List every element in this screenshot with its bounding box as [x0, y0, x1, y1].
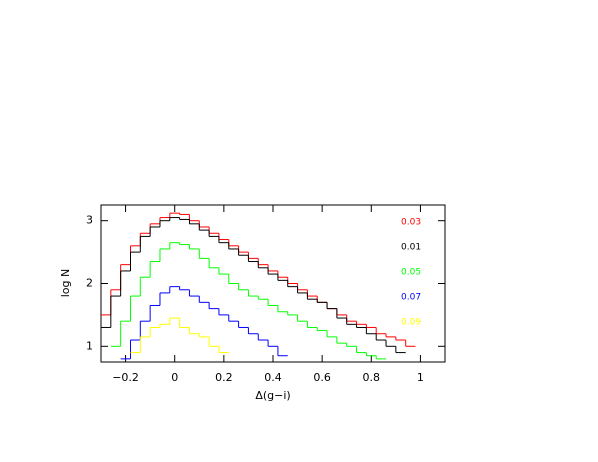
legend-label: 0.07	[401, 293, 421, 303]
y-tick-label: 1	[86, 339, 93, 352]
legend-label: 0.05	[401, 268, 421, 278]
x-tick-label: 0.8	[363, 371, 381, 384]
x-axis-label: Δ(g−i)	[255, 389, 290, 402]
x-tick-label: 0	[171, 371, 178, 384]
x-tick-label: 0.6	[313, 371, 331, 384]
legend-label: 0.03	[401, 218, 421, 228]
x-tick-label: −0.2	[112, 371, 139, 384]
plot-frame	[100, 204, 446, 363]
legend-label: 0.01	[401, 243, 421, 253]
x-tick-label: 0.2	[215, 371, 233, 384]
x-tick-label: 1	[417, 371, 424, 384]
y-tick-label: 3	[86, 214, 93, 227]
y-axis-label: log N	[59, 269, 72, 298]
y-tick-label: 2	[86, 277, 93, 290]
x-tick-label: 0.4	[264, 371, 282, 384]
legend-label: 0.09	[401, 318, 421, 328]
